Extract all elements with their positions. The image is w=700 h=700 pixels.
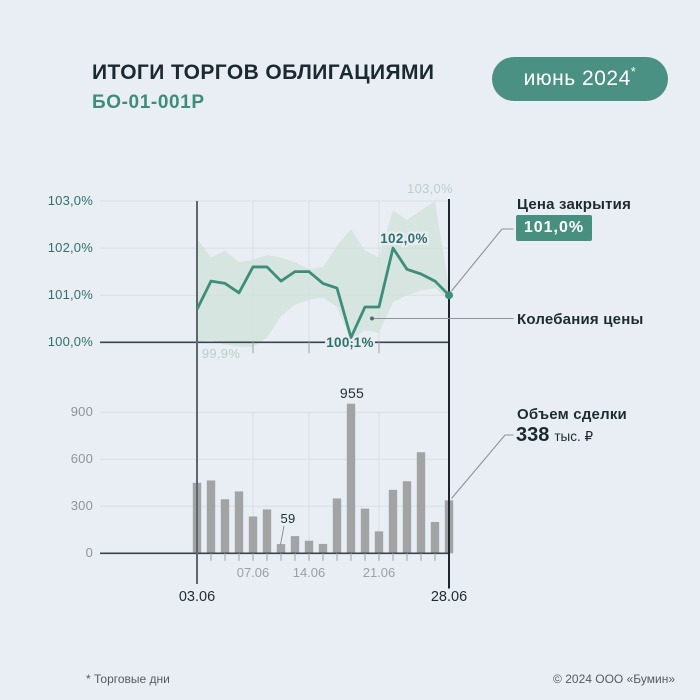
price-range-label: Колебания цены bbox=[517, 311, 644, 328]
volume-bar bbox=[262, 509, 272, 554]
annotation-band_min: 99,9% bbox=[202, 346, 241, 361]
annotation-vol_max: 955 bbox=[340, 385, 364, 401]
volume-bar bbox=[374, 531, 384, 554]
volume-unit: тыс. ₽ bbox=[554, 429, 594, 444]
footnote-trading-days: * Торговые дни bbox=[86, 672, 170, 686]
volume-bar bbox=[444, 500, 454, 554]
annotation-peak: 102,0% bbox=[380, 231, 428, 246]
close-price-label: Цена закрытия bbox=[517, 196, 632, 213]
copyright: © 2024 ООО «Бумин» bbox=[553, 672, 675, 686]
volume-bar bbox=[192, 482, 202, 554]
volume-bar bbox=[206, 480, 216, 554]
period-badge-label: июнь 2024 bbox=[523, 67, 631, 90]
volume-bar bbox=[276, 544, 286, 554]
volume-label: Объем сделки bbox=[517, 406, 627, 423]
volume-bars bbox=[192, 403, 454, 554]
price-y-tick-label: 103,0% bbox=[47, 193, 93, 208]
price-y-tick-label: 102,0% bbox=[47, 240, 93, 256]
chart-gridlines bbox=[100, 200, 449, 554]
bond-series-subtitle: БО-01-001Р bbox=[92, 92, 205, 113]
volume-bar bbox=[416, 452, 426, 554]
annotation-band_max: 103,0% bbox=[407, 181, 453, 196]
volume-bar bbox=[402, 481, 412, 554]
date-label-minor: 14.06 bbox=[292, 565, 326, 580]
volume-bar bbox=[234, 491, 244, 554]
chart-annotations: 103,0% 102,0% 99,9% 100,1% 955 59 bbox=[200, 179, 455, 528]
volume-value: 338 bbox=[516, 424, 550, 446]
volume-bar bbox=[346, 403, 356, 554]
annotation-vol_min: 59 bbox=[280, 511, 295, 526]
date-label-major: 28.06 bbox=[430, 589, 468, 605]
close-price-value-badge: 101,0% bbox=[516, 215, 592, 241]
volume-bar bbox=[430, 521, 440, 554]
volume-y-tick-label: 0 bbox=[85, 545, 93, 561]
page-title: ИТОГИ ТОРГОВ ОБЛИГАЦИЯМИ bbox=[92, 61, 435, 84]
annotation-dip: 100,1% bbox=[326, 335, 374, 350]
volume-bar bbox=[248, 516, 258, 554]
volume-bar bbox=[304, 540, 314, 554]
chart-axes bbox=[100, 199, 450, 589]
volume-bar bbox=[290, 536, 300, 554]
volume-y-tick-label: 300 bbox=[70, 498, 93, 514]
close-price-endpoint-dot bbox=[445, 291, 453, 300]
volume-bar bbox=[332, 498, 342, 554]
date-label-major: 03.06 bbox=[178, 589, 216, 605]
price-y-tick-label: 100,0% bbox=[47, 334, 93, 350]
range-anchor-dot bbox=[370, 316, 374, 321]
close-price-line bbox=[195, 246, 450, 339]
volume-bar bbox=[388, 489, 398, 554]
date-label-minor: 07.06 bbox=[236, 565, 270, 580]
volume-y-tick-label: 600 bbox=[70, 451, 93, 467]
period-badge: июнь 2024 * bbox=[492, 57, 668, 101]
date-label-minor: 21.06 bbox=[362, 565, 396, 580]
volume-bar bbox=[220, 499, 230, 554]
volume-y-tick-label: 900 bbox=[70, 404, 93, 420]
price-range-band bbox=[197, 201, 449, 348]
volume-bar bbox=[318, 543, 328, 554]
price-y-tick-label: 101,0% bbox=[47, 287, 93, 303]
leader-lines bbox=[280, 228, 514, 545]
volume-value-row: 338 тыс. ₽ bbox=[516, 424, 593, 447]
volume-bar bbox=[360, 508, 370, 554]
